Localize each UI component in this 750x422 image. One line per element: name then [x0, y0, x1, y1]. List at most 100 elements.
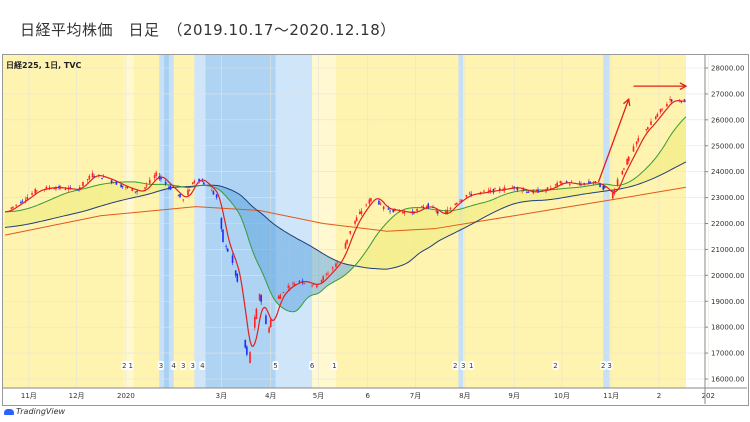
ma-cloud-segment: [584, 185, 588, 195]
ma-cloud-segment: [488, 199, 492, 215]
candle-body: [569, 184, 571, 185]
candle-body: [446, 209, 449, 215]
candle-body: [650, 121, 652, 125]
ma-cloud-segment: [549, 189, 553, 200]
event-marker: [468, 361, 475, 370]
candle-body: [188, 189, 191, 191]
ma-cloud-segment: [339, 261, 343, 279]
candle-body: [101, 178, 103, 180]
candle-body: [365, 204, 367, 206]
candle-body: [322, 276, 325, 280]
ma-cloud-segment: [447, 210, 451, 237]
ma-cloud-segment: [552, 189, 556, 200]
ma-cloud-segment: [523, 190, 527, 202]
candle-body: [15, 204, 17, 206]
ma-cloud-segment: [670, 131, 674, 171]
candle-body: [422, 207, 425, 208]
candle-body: [680, 101, 683, 103]
ma-cloud-segment: [593, 184, 597, 193]
candle-body: [78, 187, 81, 190]
ma-cloud-segment: [65, 192, 69, 216]
candle-body: [425, 206, 428, 208]
candle-body: [231, 255, 234, 263]
candle-body: [10, 207, 13, 209]
ma-cloud-segment: [456, 209, 461, 232]
candle-body: [277, 296, 280, 299]
candle-body: [661, 108, 663, 110]
candle-body: [349, 231, 352, 234]
candle-body: [389, 210, 391, 212]
ma-cloud-segment: [237, 193, 241, 217]
candle-body: [387, 208, 390, 210]
event-marker: [272, 361, 279, 370]
candle-body: [164, 182, 167, 184]
y-tick-label: 28000.00: [711, 65, 744, 73]
candle-body: [535, 189, 538, 192]
candle-body: [526, 191, 528, 193]
ma-cloud-segment: [507, 192, 511, 206]
candle-body: [626, 158, 628, 165]
ma-cloud-segment: [374, 234, 378, 269]
candle-body: [12, 206, 14, 208]
candle-body: [549, 187, 552, 189]
event-marker: [157, 361, 164, 370]
ma-cloud-segment: [265, 217, 270, 290]
ma-cloud-segment: [472, 204, 476, 224]
candle-body: [336, 260, 339, 263]
candle-body: [45, 186, 48, 190]
candle-body: [244, 339, 247, 348]
candle-body: [670, 99, 673, 102]
ma-cloud-segment: [316, 249, 321, 294]
arrow-head-icon: [623, 97, 631, 107]
y-tick-label: 20000.00: [711, 272, 744, 280]
event-marker: [552, 361, 559, 370]
candle-body: [131, 188, 134, 191]
ma-cloud-segment: [380, 226, 384, 270]
ma-cloud-segment: [453, 209, 457, 234]
candle-body: [599, 183, 601, 188]
ma-cloud-segment: [460, 208, 464, 231]
candle-body: [136, 191, 138, 192]
ma-cloud-segment: [482, 202, 486, 219]
ma-cloud-segment: [565, 188, 569, 198]
ma75-line: [4, 161, 687, 270]
ma-cloud-segment: [30, 206, 34, 224]
y-tick-label: 27000.00: [711, 90, 744, 98]
event-label: 1: [128, 362, 132, 370]
candle-body: [160, 176, 162, 180]
highlight-band: [603, 55, 610, 388]
candle-body: [559, 181, 562, 183]
symbol-label: 日経225, 1日, TVC: [6, 61, 82, 70]
candle-body: [360, 210, 363, 214]
ma-cloud-segment: [52, 197, 56, 219]
candle-body: [77, 189, 79, 191]
x-tick-label: 11月: [603, 392, 619, 400]
candle-body: [303, 283, 305, 284]
ma-cloud-segment: [609, 184, 613, 191]
event-label: 3: [181, 362, 185, 370]
candle-body: [444, 211, 447, 213]
candle-body: [683, 99, 686, 101]
candle-body: [182, 199, 185, 201]
candle-body: [435, 210, 437, 212]
y-tick-label: 19000.00: [711, 298, 744, 306]
candle-body: [215, 194, 218, 198]
ma-cloud-segment: [243, 197, 247, 234]
candle-body: [623, 168, 625, 170]
candle-body: [316, 285, 318, 288]
candle-body: [627, 156, 630, 161]
y-tick-label: 24000.00: [711, 168, 744, 176]
tradingview-logo[interactable]: TradingView: [4, 407, 65, 416]
candle-body: [293, 283, 296, 286]
candle-body: [561, 182, 563, 185]
y-tick-label: 18000.00: [711, 324, 744, 332]
ma-cloud-segment: [71, 190, 76, 215]
candle-body: [616, 179, 619, 185]
x-tick-label: 2020: [117, 392, 135, 400]
ma-cloud-segment: [654, 155, 658, 179]
ma-cloud-segment: [297, 239, 301, 310]
ma-cloud-segment: [46, 200, 50, 221]
candle-body: [499, 188, 501, 191]
event-marker: [606, 361, 613, 370]
